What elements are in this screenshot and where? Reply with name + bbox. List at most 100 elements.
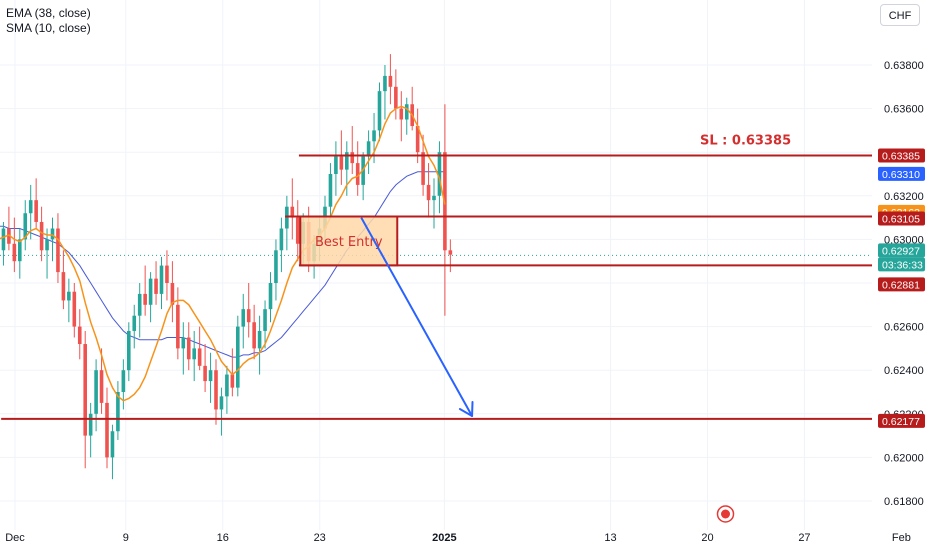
candle-body <box>61 272 66 301</box>
candle-body <box>197 348 202 366</box>
entry-zone-label: Best Entry <box>315 235 383 250</box>
candle-body <box>1 228 6 251</box>
ema-legend-label[interactable]: EMA (38, close) <box>6 6 91 20</box>
x-tick-label: 27 <box>798 532 810 544</box>
candle-body <box>257 330 262 349</box>
candle-body <box>23 213 28 240</box>
price-tag-label: 0.63105 <box>882 214 920 226</box>
y-tick-label: 0.63800 <box>884 60 924 72</box>
candle-body <box>208 370 213 382</box>
candle-body <box>148 278 153 305</box>
y-tick-label: 0.62400 <box>884 365 924 377</box>
y-tick-label: 0.61800 <box>884 496 924 508</box>
candle-body <box>295 217 300 244</box>
candle-body <box>279 228 284 251</box>
arrow-head <box>458 408 474 417</box>
candle-body <box>34 200 38 222</box>
candle-body <box>230 374 235 388</box>
candle-body <box>345 152 349 170</box>
time-axis[interactable]: Dec 9 16 23 2025 13 20 27 Feb <box>5 532 911 544</box>
price-tag-bg <box>878 277 925 292</box>
candle-body <box>394 86 398 109</box>
price-tag-bg <box>878 413 925 428</box>
candle-body <box>50 228 55 240</box>
candle-body <box>77 326 82 345</box>
candle-body <box>7 228 11 244</box>
candle-body <box>334 156 338 174</box>
candle-body <box>18 239 22 262</box>
price-tag-bg <box>878 243 925 258</box>
x-tick-label: 20 <box>701 532 713 544</box>
best-entry-zone[interactable]: Best Entry <box>299 215 399 267</box>
candle-body <box>404 104 409 120</box>
candle-body <box>432 195 436 201</box>
candle-body <box>268 283 273 310</box>
candle-body <box>154 278 158 294</box>
price-tag-bg <box>878 166 925 181</box>
candle-body <box>121 370 126 392</box>
price-tag-bg <box>878 148 925 163</box>
price-tag-label: 03:36:33 <box>882 259 923 271</box>
candle-body <box>252 322 256 349</box>
candle-body <box>383 75 387 92</box>
candle-body <box>219 396 224 410</box>
candle-body <box>105 402 109 458</box>
price-tag-label: 0.62927 <box>882 245 920 257</box>
candle-body <box>127 330 131 371</box>
candle-body <box>137 293 142 316</box>
price-tag-label: 0.63310 <box>882 169 920 181</box>
candle-body <box>143 293 147 305</box>
candle-body <box>350 152 355 164</box>
candle-body <box>83 344 87 436</box>
candle-body <box>192 348 196 360</box>
price-tag-label: 0.62881 <box>882 279 920 291</box>
candle-body <box>159 265 164 294</box>
indicator-legend: EMA (38, close) SMA (10, close) <box>6 6 91 36</box>
candle-body <box>116 392 120 432</box>
candle-body <box>339 156 344 170</box>
candle-body <box>176 304 180 349</box>
x-tick-label: 13 <box>604 532 616 544</box>
candle-body <box>39 221 44 251</box>
x-tick-label: 2025 <box>432 532 456 544</box>
sma-line-layer <box>0 105 446 402</box>
y-tick-label: 0.62600 <box>884 322 924 334</box>
candle-body <box>274 250 278 283</box>
candlestick-series <box>1 54 453 480</box>
x-tick-label: 16 <box>217 532 229 544</box>
sma-legend-label[interactable]: SMA (10, close) <box>6 21 91 35</box>
price-tag-bg <box>878 257 925 272</box>
candle-body <box>415 126 420 153</box>
price-tag-label: 0.63385 <box>882 150 920 162</box>
candle-body <box>328 174 333 207</box>
candle-body <box>28 200 33 214</box>
economic-event-marker[interactable] <box>716 505 735 523</box>
price-tags: 0.633850.633100.631630.631050.6292703:36… <box>878 148 925 428</box>
y-tick-label: 0.63600 <box>884 104 924 116</box>
candle-body <box>421 152 425 185</box>
candle-body <box>426 184 431 201</box>
x-tick-label: Dec <box>5 532 25 544</box>
candle-body <box>181 337 186 349</box>
sma-10-line <box>0 105 446 402</box>
event-flag-icon <box>721 509 731 519</box>
price-tag-bg <box>878 211 925 226</box>
candle-body <box>165 265 169 283</box>
price-axis[interactable]: 0.638000.636000.632000.630000.626000.624… <box>874 0 932 550</box>
price-axis-bg <box>874 0 932 550</box>
candle-body <box>67 291 71 301</box>
candle-body <box>12 243 17 262</box>
x-tick-label: 23 <box>314 532 326 544</box>
projection-arrow[interactable] <box>360 217 474 417</box>
candle-body <box>203 365 207 382</box>
currency-button[interactable]: CHF <box>880 4 920 26</box>
candle-body <box>355 163 360 185</box>
candle-body <box>170 283 175 305</box>
candle-body <box>56 228 60 273</box>
y-tick-label: 0.62000 <box>884 452 924 464</box>
arrow-shaft <box>360 217 473 417</box>
candle-body <box>399 108 404 120</box>
candle-body <box>132 315 137 331</box>
candle-body <box>45 239 49 251</box>
